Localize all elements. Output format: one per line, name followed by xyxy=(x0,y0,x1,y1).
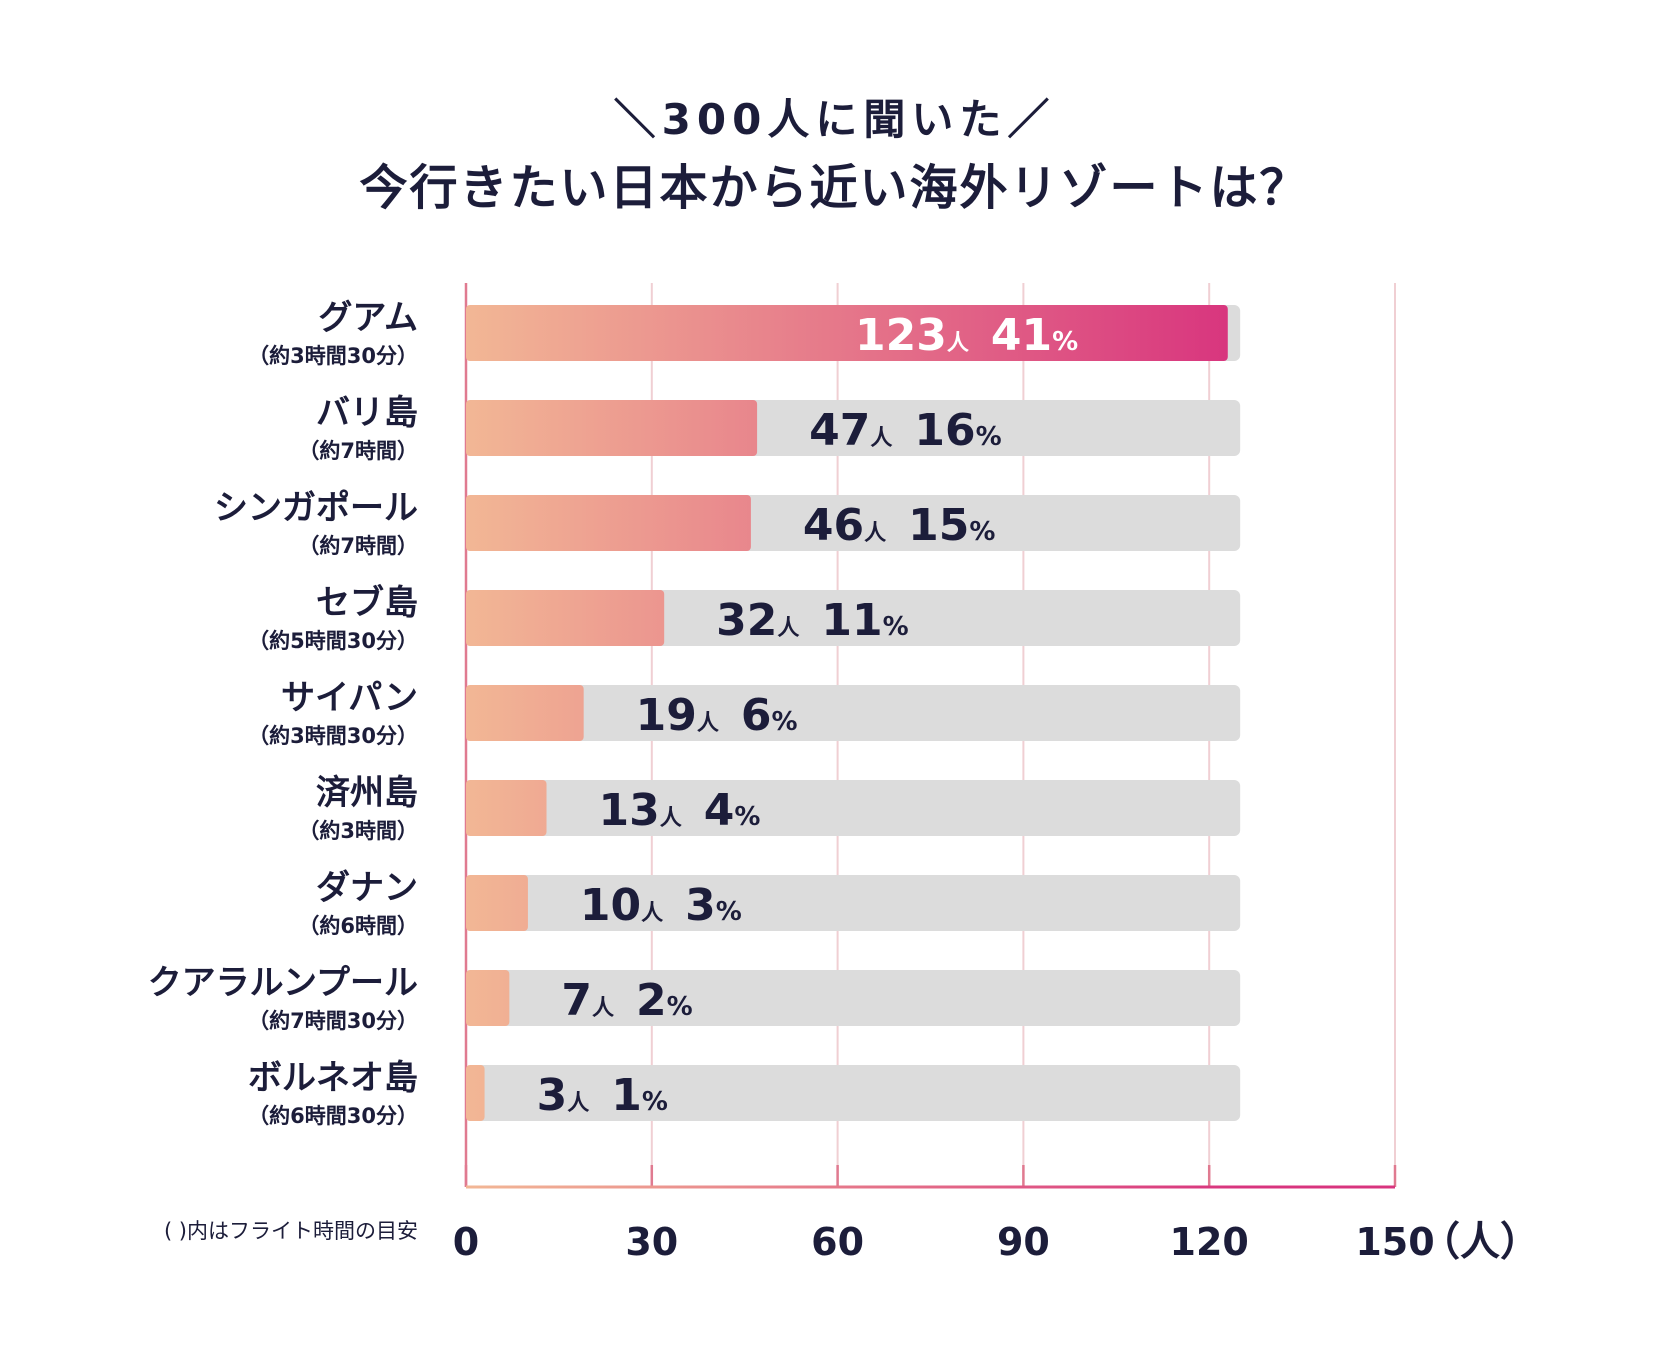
data-label-percent-unit: % xyxy=(883,612,909,642)
footnote: ( )内はフライト時間の目安 xyxy=(164,1219,418,1243)
category-label: グアム xyxy=(318,298,418,338)
data-label-percent-unit: % xyxy=(642,1087,668,1117)
data-label-count-unit: 人 xyxy=(947,331,991,356)
bar xyxy=(466,875,528,931)
data-label-count-unit: 人 xyxy=(697,711,741,736)
bar xyxy=(466,590,665,646)
data-label: 13人 4% xyxy=(599,785,761,836)
data-label-percent: 15 xyxy=(908,500,969,551)
x-tick-label: 90 xyxy=(997,1220,1050,1264)
bar xyxy=(466,970,510,1026)
data-label-percent: 2 xyxy=(636,975,667,1026)
data-label-percent: 6 xyxy=(741,690,772,741)
data-label-count: 19 xyxy=(636,690,697,741)
data-label-count: 47 xyxy=(809,405,870,456)
data-label-count-unit: 人 xyxy=(777,616,821,641)
bar-track xyxy=(466,875,1241,931)
category-note: （約6時間30分） xyxy=(248,1104,418,1128)
bar-track xyxy=(466,1065,1241,1121)
data-label-count-unit: 人 xyxy=(660,806,704,831)
x-tick-label: 150 xyxy=(1355,1220,1434,1264)
bar-track xyxy=(466,970,1241,1026)
data-label-count-unit: 人 xyxy=(870,426,914,451)
x-tick-label: 30 xyxy=(625,1220,678,1264)
bar xyxy=(466,685,584,741)
bar-track xyxy=(466,685,1241,741)
data-label: 19人 6% xyxy=(636,690,798,741)
data-label: 32人 11% xyxy=(716,595,909,646)
data-label-percent-unit: % xyxy=(734,802,760,832)
category-note: （約3時間30分） xyxy=(248,724,418,748)
data-label-count-unit: 人 xyxy=(864,521,908,546)
data-label-count: 7 xyxy=(561,975,592,1026)
data-label: 10人 3% xyxy=(580,880,742,931)
category-label: ボルネオ島 xyxy=(248,1058,418,1098)
category-note: （約3時間30分） xyxy=(248,344,418,368)
category-label: 済州島 xyxy=(316,773,418,813)
data-label-percent-unit: % xyxy=(772,707,798,737)
bar xyxy=(466,305,1228,361)
data-label-count: 13 xyxy=(599,785,660,836)
bar xyxy=(466,780,547,836)
data-label: 123人 41% xyxy=(855,310,1078,361)
bar xyxy=(466,400,758,456)
x-tick-label: 60 xyxy=(811,1220,864,1264)
x-axis-line xyxy=(466,1185,1395,1189)
data-label-percent: 1 xyxy=(611,1070,642,1121)
bar-track xyxy=(466,780,1241,836)
category-note: （約5時間30分） xyxy=(248,629,418,653)
data-label-percent-unit: % xyxy=(667,992,693,1022)
data-label-count-unit: 人 xyxy=(592,996,636,1021)
category-label: サイパン xyxy=(281,678,418,718)
bar xyxy=(466,495,751,551)
category-note: （約7時間30分） xyxy=(248,1009,418,1033)
data-label-percent-unit: % xyxy=(976,422,1002,452)
data-label-percent-unit: % xyxy=(969,517,995,547)
category-label: クアラルンプール xyxy=(148,963,418,1003)
data-label-count: 3 xyxy=(537,1070,568,1121)
category-label: バリ島 xyxy=(316,393,418,433)
data-label-percent: 4 xyxy=(704,785,735,836)
data-label-count: 10 xyxy=(580,880,641,931)
bar xyxy=(466,1065,485,1121)
data-label-percent: 41 xyxy=(991,310,1052,361)
category-note: （約7時間） xyxy=(298,439,418,463)
category-note: （約6時間） xyxy=(298,914,418,938)
data-label: 3人 1% xyxy=(537,1070,668,1121)
data-label-count-unit: 人 xyxy=(567,1091,611,1116)
data-label-percent-unit: % xyxy=(716,897,742,927)
data-label: 46人 15% xyxy=(803,500,996,551)
data-label-percent-unit: % xyxy=(1052,327,1078,357)
data-label-percent: 3 xyxy=(685,880,716,931)
data-label: 47人 16% xyxy=(809,405,1002,456)
category-label: ダナン xyxy=(316,868,418,908)
data-label-percent: 11 xyxy=(821,595,882,646)
x-tick-label: 120 xyxy=(1170,1220,1249,1264)
category-note: （約3時間） xyxy=(298,819,418,843)
data-label-percent: 16 xyxy=(914,405,975,456)
data-label: 7人 2% xyxy=(561,975,692,1026)
chart-subtitle: ＼300人に聞いた／ xyxy=(613,95,1056,144)
data-label-count-unit: 人 xyxy=(641,901,685,926)
x-axis-label: （人） xyxy=(1420,1219,1540,1265)
data-label-count: 32 xyxy=(716,595,777,646)
category-note: （約7時間） xyxy=(298,534,418,558)
data-label-count: 46 xyxy=(803,500,864,551)
x-tick-label: 0 xyxy=(453,1220,479,1264)
chart-title: 今行きたい日本から近い海外リゾートは？ xyxy=(359,160,1310,216)
category-label: シンガポール xyxy=(214,488,418,528)
data-label-count: 123 xyxy=(855,310,947,361)
category-label: セブ島 xyxy=(316,583,418,623)
